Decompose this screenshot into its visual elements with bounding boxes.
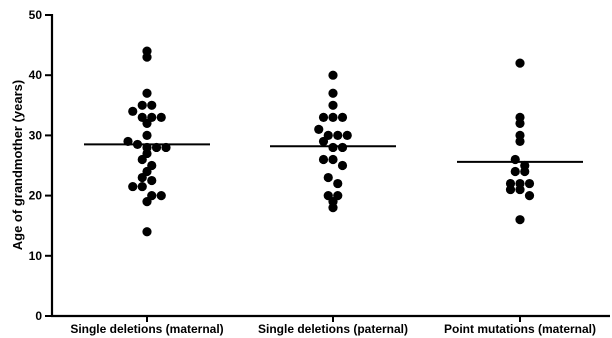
data-point: [520, 160, 530, 171]
x-tick-label: Point mutations (maternal): [444, 322, 596, 336]
y-tick-label: 40: [29, 68, 43, 82]
x-tick-label: Single deletions (maternal): [70, 322, 223, 336]
data-point: [524, 191, 535, 201]
axes: [50, 14, 610, 318]
data-point: [333, 191, 343, 201]
data-point: [328, 70, 338, 80]
x-tick-label: Single deletions (paternal): [258, 322, 408, 336]
data-point: [142, 46, 152, 56]
data-point: [147, 112, 157, 122]
data-points: [123, 46, 535, 237]
data-point: [323, 172, 333, 183]
y-tick-label: 20: [29, 189, 43, 203]
data-point: [328, 100, 338, 110]
x-ticks: Single deletions (maternal) Single deleti…: [70, 316, 596, 336]
data-point: [137, 112, 147, 122]
y-axis-title: Age of grandmother (years): [10, 80, 25, 250]
data-point: [515, 178, 525, 189]
data-point: [515, 215, 525, 225]
y-tick-label: 30: [29, 128, 43, 142]
data-point: [323, 130, 333, 140]
data-point: [323, 191, 333, 201]
y-ticks: 0 10 20 30 40 50: [29, 8, 52, 323]
data-point: [328, 154, 338, 165]
data-point: [156, 112, 166, 122]
data-point: [515, 58, 525, 68]
data-point: [147, 100, 157, 110]
data-point: [137, 181, 147, 192]
data-point: [524, 178, 535, 189]
data-point: [128, 106, 138, 116]
data-point: [147, 175, 157, 186]
data-point: [147, 160, 157, 171]
data-point: [333, 130, 343, 140]
data-point: [515, 130, 525, 140]
y-tick-label: 10: [29, 249, 43, 263]
data-point: [318, 154, 329, 165]
data-point: [137, 100, 147, 110]
data-point: [314, 124, 324, 134]
data-point: [328, 112, 338, 122]
data-point: [328, 142, 338, 153]
data-point: [337, 112, 348, 122]
mean-lines: [84, 143, 583, 163]
data-point: [337, 142, 348, 153]
data-point: [318, 112, 329, 122]
data-point: [328, 88, 338, 98]
data-point: [156, 191, 166, 201]
data-point: [142, 130, 152, 140]
data-point: [128, 181, 138, 192]
data-point: [510, 166, 520, 177]
data-point: [515, 112, 525, 122]
data-point: [142, 88, 152, 98]
y-tick-label: 0: [35, 309, 42, 323]
data-point: [505, 178, 516, 189]
y-tick-label: 50: [29, 8, 43, 22]
data-point: [142, 227, 152, 237]
data-point: [342, 130, 352, 140]
data-point: [337, 160, 348, 171]
data-point: [333, 178, 343, 189]
data-point: [147, 191, 157, 201]
